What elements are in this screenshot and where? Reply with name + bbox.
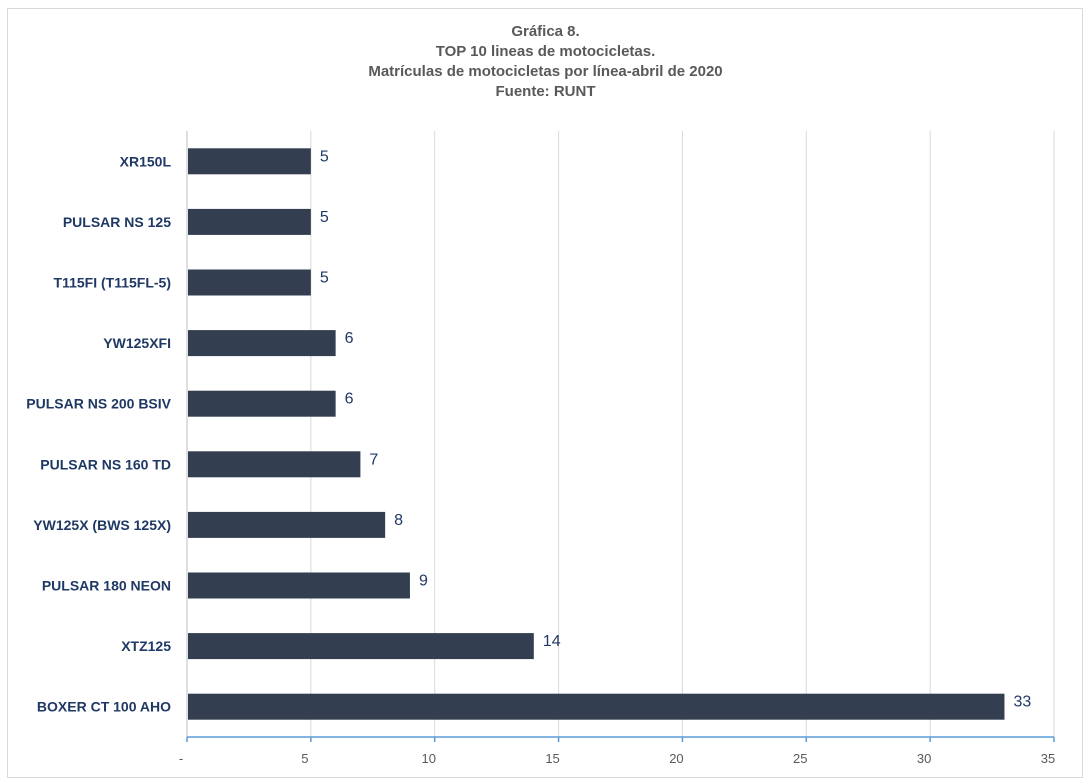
bar — [188, 572, 410, 599]
x-tick-label: - — [179, 751, 183, 766]
x-tick-label: 15 — [545, 751, 559, 766]
category-label: YW125X (BWS 125X) — [33, 517, 171, 533]
bar — [188, 633, 534, 660]
data-label: 5 — [320, 270, 329, 287]
data-label: 8 — [394, 512, 403, 529]
bar — [188, 451, 361, 478]
x-tick-label: 35 — [1041, 751, 1055, 766]
x-tick-label: 30 — [917, 751, 931, 766]
data-label: 33 — [1013, 694, 1031, 711]
bar — [188, 693, 1005, 720]
data-label: 5 — [320, 209, 329, 226]
bar — [188, 390, 336, 417]
data-label: 6 — [345, 391, 354, 408]
data-label: 9 — [419, 573, 428, 590]
bar — [188, 511, 386, 538]
bar — [188, 269, 311, 296]
category-label: XR150L — [120, 153, 172, 169]
data-label: 14 — [543, 633, 561, 650]
category-label: BOXER CT 100 AHO — [37, 699, 171, 715]
category-label: T115FI (T115FL-5) — [54, 275, 171, 291]
category-label: PULSAR NS 160 TD — [40, 456, 171, 472]
category-label: PULSAR NS 200 BSIV — [26, 396, 171, 412]
chart-title-line-2: TOP 10 lineas de motocicletas. — [435, 43, 656, 60]
x-tick-label: 10 — [421, 751, 435, 766]
bar — [188, 208, 311, 235]
category-label: XTZ125 — [121, 638, 171, 654]
category-label: YW125XFI — [103, 335, 171, 351]
bar — [188, 148, 311, 175]
chart-frame — [7, 8, 1083, 778]
x-tick-label: 25 — [793, 751, 807, 766]
data-label: 6 — [345, 330, 354, 347]
chart-title: Gráfica 8. TOP 10 lineas de motocicletas… — [0, 22, 1091, 102]
x-tick-label: 20 — [669, 751, 683, 766]
chart-title-line-1: Gráfica 8. — [511, 23, 580, 40]
data-label: 5 — [320, 148, 329, 165]
category-label: PULSAR NS 125 — [63, 214, 171, 230]
chart-title-line-3: Matrículas de motocicletas por línea-abr… — [368, 63, 723, 80]
data-label: 7 — [369, 451, 378, 468]
category-label: PULSAR 180 NEON — [42, 578, 171, 594]
chart-title-line-4: Fuente: RUNT — [495, 83, 596, 100]
x-tick-label: 5 — [301, 751, 308, 766]
bar — [188, 330, 336, 357]
